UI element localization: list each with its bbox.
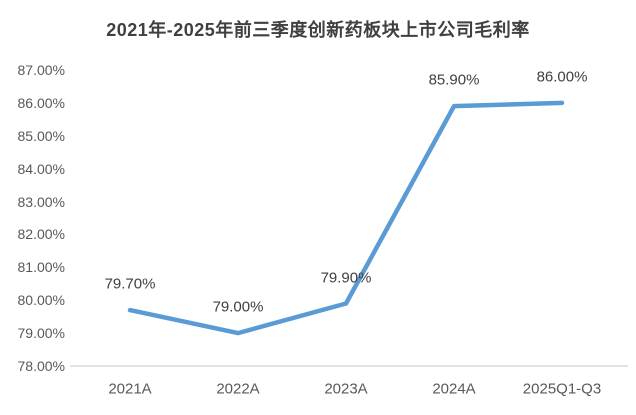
y-axis-tick-label: 82.00% (17, 226, 65, 243)
data-point-label: 85.90% (428, 71, 480, 89)
y-axis-tick-label: 83.00% (17, 193, 65, 210)
y-axis-tick-label: 84.00% (17, 160, 65, 177)
data-point-label: 79.70% (104, 275, 156, 293)
data-point-label: 86.00% (536, 68, 588, 86)
y-axis-tick-label: 81.00% (17, 259, 65, 276)
y-axis-tick-label: 78.00% (17, 358, 65, 374)
x-axis-category-label: 2021A (108, 380, 152, 398)
y-axis-tick-label: 80.00% (17, 292, 65, 309)
x-axis-category-label: 2022A (216, 380, 260, 398)
y-axis-tick-label: 86.00% (17, 94, 65, 111)
data-point-label: 79.00% (212, 298, 264, 316)
y-axis-tick-label: 79.00% (17, 325, 65, 342)
x-axis-category-label: 2025Q1-Q3 (522, 380, 602, 398)
data-point-label: 79.90% (320, 269, 372, 286)
y-axis-tick-label: 87.00% (17, 62, 65, 78)
series-line (127, 100, 565, 336)
y-axis-tick-label: 85.00% (17, 127, 65, 144)
x-axis-category-label: 2024A (432, 380, 476, 398)
chart-title: 2021年-2025年前三季度创新药板块上市公司毛利率 (106, 20, 530, 40)
x-axis-category-label: 2023A (324, 380, 368, 398)
